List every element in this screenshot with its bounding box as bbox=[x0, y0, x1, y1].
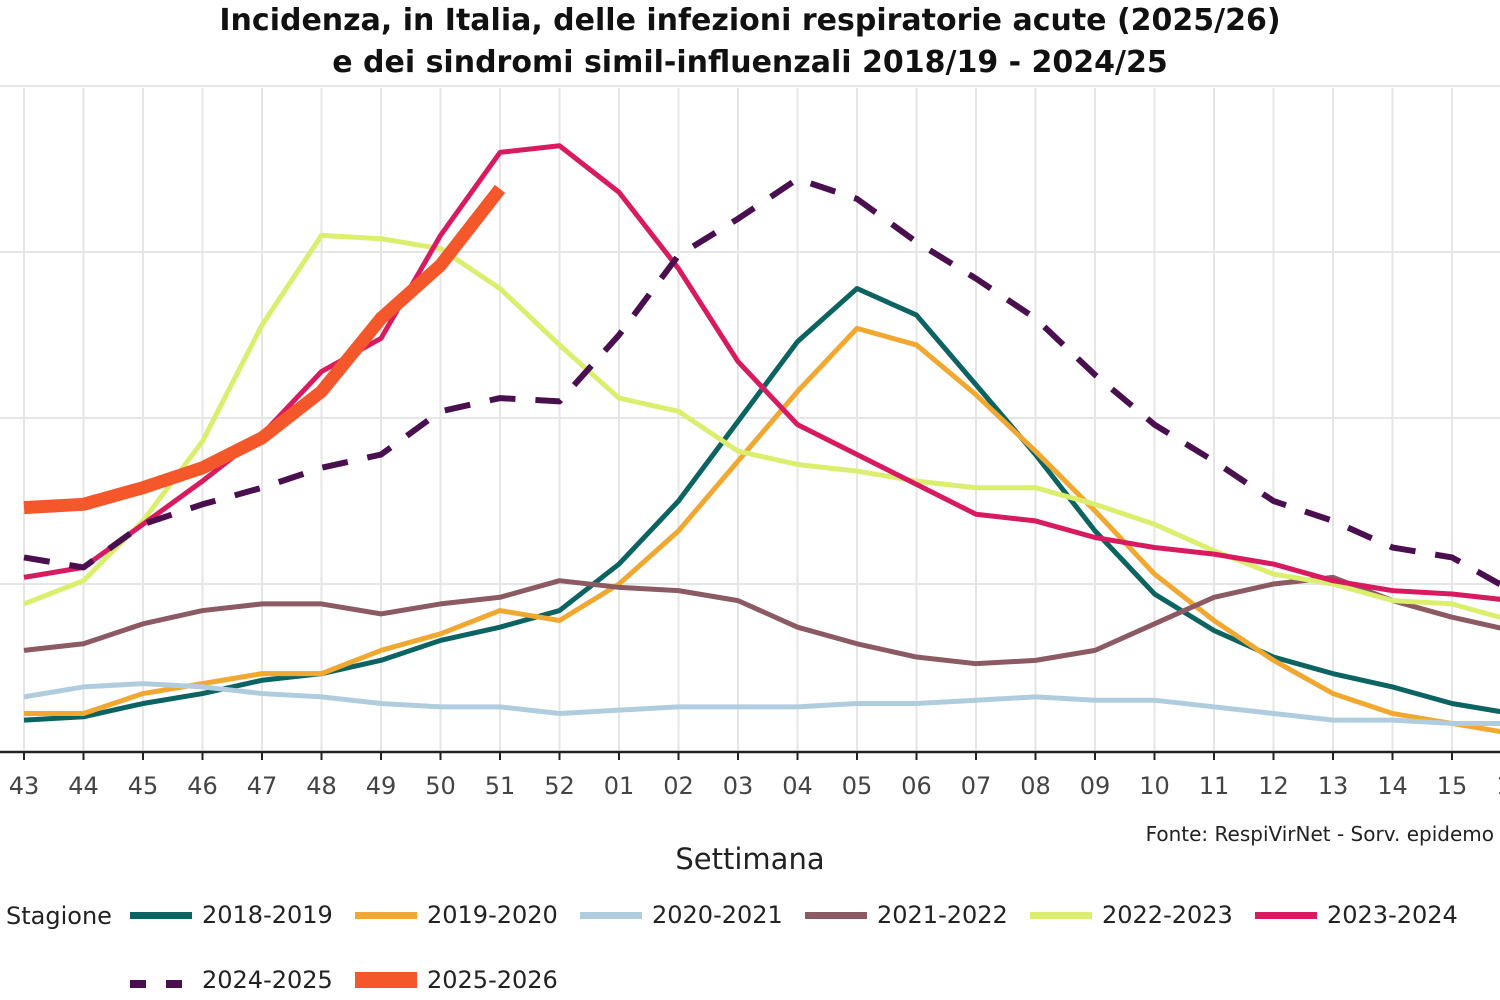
x-tick-label: 16 bbox=[1496, 772, 1500, 800]
x-tick-label: 03 bbox=[723, 772, 754, 800]
x-tick-label: 05 bbox=[842, 772, 873, 800]
x-tick-label: 46 bbox=[187, 772, 218, 800]
legend-swatch bbox=[130, 966, 192, 994]
legend-swatch bbox=[1030, 911, 1092, 919]
legend-label: 2023-2024 bbox=[1327, 901, 1458, 929]
x-tick-label: 45 bbox=[128, 772, 159, 800]
legend-label: 2024-2025 bbox=[202, 966, 333, 994]
x-tick-label: 49 bbox=[366, 772, 397, 800]
x-tick-label: 08 bbox=[1020, 772, 1051, 800]
legend-item-2018-2019[interactable]: 2018-2019 bbox=[130, 900, 333, 929]
gridlines bbox=[0, 85, 1500, 750]
x-tick-label: 10 bbox=[1139, 772, 1170, 800]
legend-swatch bbox=[355, 911, 417, 919]
legend-swatch bbox=[130, 911, 192, 919]
legend-item-2020-2021[interactable]: 2020-2021 bbox=[580, 900, 783, 929]
series-lines bbox=[23, 143, 1500, 735]
legend-swatch bbox=[1255, 911, 1317, 919]
x-tick-label: 01 bbox=[604, 772, 635, 800]
legend-item-2023-2024[interactable]: 2023-2024 bbox=[1255, 900, 1458, 929]
series-line-2022-2023 bbox=[23, 232, 1500, 620]
legend-title: Stagione bbox=[6, 902, 112, 930]
legend-item-2024-2025[interactable]: 2024-2025 bbox=[130, 965, 333, 994]
series-line-2024-2025 bbox=[23, 175, 1500, 588]
legend-item-2025-2026[interactable]: 2025-2026 bbox=[355, 965, 558, 994]
series-line-2021-2022 bbox=[23, 574, 1500, 667]
series-line-2019-2020 bbox=[24, 325, 1500, 735]
legend-swatch bbox=[805, 911, 867, 919]
x-axis-title: Settimana bbox=[675, 842, 825, 876]
x-tick-label: 04 bbox=[782, 772, 813, 800]
x-axis: 43 44 45 46 47 48 49 50 51 52 01 02 03 04 05 06 07 08 09 10… bbox=[0, 750, 1500, 800]
legend-label: 2022-2023 bbox=[1102, 901, 1233, 929]
x-tick-label: 50 bbox=[425, 772, 456, 800]
legend-label: 2019-2020 bbox=[427, 901, 558, 929]
x-tick-label: 15 bbox=[1437, 772, 1468, 800]
series-line-2020-2021 bbox=[23, 681, 1500, 726]
x-tick-label: 09 bbox=[1080, 772, 1111, 800]
x-tick-label: 02 bbox=[663, 772, 694, 800]
x-tick-label: 13 bbox=[1318, 772, 1349, 800]
chart-title-line-2: e dei sindromi simil-influenzali 2018/19… bbox=[332, 45, 1168, 80]
x-tick-label: 12 bbox=[1258, 772, 1289, 800]
x-tick-label: 48 bbox=[306, 772, 337, 800]
x-tick-label: 44 bbox=[68, 772, 99, 800]
legend-swatch bbox=[580, 911, 642, 919]
source-note: Fonte: RespiVirNet - Sorv. epidemo bbox=[1145, 822, 1494, 846]
legend-item-2022-2023[interactable]: 2022-2023 bbox=[1030, 900, 1233, 929]
x-tick-label: 52 bbox=[544, 772, 575, 800]
x-tick-label: 47 bbox=[247, 772, 278, 800]
x-tick-label: 11 bbox=[1199, 772, 1230, 800]
x-tick-label: 06 bbox=[901, 772, 932, 800]
series-line-2023-2024 bbox=[23, 143, 1500, 602]
legend-item-2019-2020[interactable]: 2019-2020 bbox=[355, 900, 558, 929]
legend-swatch bbox=[355, 972, 417, 988]
chart-title-line-1: Incidenza, in Italia, delle infezioni re… bbox=[219, 3, 1281, 38]
legend-label: 2020-2021 bbox=[652, 901, 783, 929]
legend-label: 2021-2022 bbox=[877, 901, 1008, 929]
x-tick-label: 14 bbox=[1377, 772, 1408, 800]
x-tick-label: 43 bbox=[9, 772, 40, 800]
legend-label: 2018-2019 bbox=[202, 901, 333, 929]
x-tick-label: 51 bbox=[485, 772, 516, 800]
chart-title: Incidenza, in Italia, delle infezioni re… bbox=[0, 0, 1500, 84]
legend-label: 2025-2026 bbox=[427, 966, 558, 994]
legend-item-2021-2022[interactable]: 2021-2022 bbox=[805, 900, 1008, 929]
x-tick-label: 07 bbox=[961, 772, 992, 800]
